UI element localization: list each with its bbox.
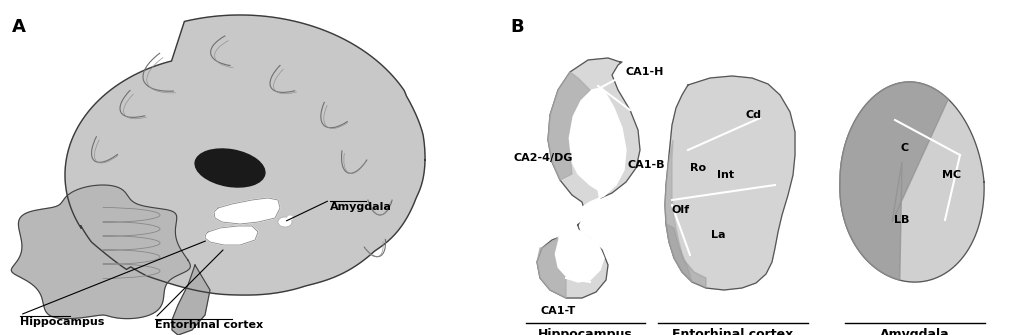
Text: CA1-T: CA1-T (540, 306, 576, 316)
Polygon shape (665, 140, 692, 282)
Polygon shape (172, 265, 210, 335)
Text: B: B (510, 18, 523, 36)
Text: LB: LB (894, 215, 910, 225)
Polygon shape (205, 226, 258, 245)
Polygon shape (840, 82, 984, 282)
Text: Ro: Ro (690, 163, 706, 173)
Polygon shape (666, 224, 706, 288)
Polygon shape (840, 82, 948, 280)
Text: Hippocampus: Hippocampus (20, 317, 104, 327)
Text: CA1-B: CA1-B (628, 160, 666, 170)
Text: Amygdala: Amygdala (880, 328, 949, 335)
Polygon shape (554, 88, 626, 282)
Text: Int: Int (717, 170, 734, 180)
Text: C: C (901, 143, 909, 153)
Ellipse shape (194, 148, 266, 188)
Text: Olf: Olf (672, 205, 690, 215)
Polygon shape (548, 72, 590, 180)
Text: CA2-4/DG: CA2-4/DG (513, 153, 573, 163)
Text: A: A (12, 18, 26, 36)
Polygon shape (537, 238, 566, 298)
Text: Entorhinal cortex: Entorhinal cortex (673, 328, 794, 335)
Ellipse shape (278, 217, 292, 227)
Text: La: La (711, 230, 725, 240)
Polygon shape (11, 185, 190, 319)
Text: Entorhinal cortex: Entorhinal cortex (155, 320, 264, 330)
Text: Cd: Cd (746, 110, 762, 120)
Text: Hippocampus: Hippocampus (537, 328, 632, 335)
Polygon shape (214, 198, 280, 224)
Polygon shape (665, 76, 795, 290)
Text: CA1-H: CA1-H (626, 67, 665, 77)
Text: MC: MC (942, 170, 962, 180)
Ellipse shape (287, 215, 293, 220)
Text: Amygdala: Amygdala (330, 202, 392, 212)
Polygon shape (537, 58, 640, 298)
Polygon shape (65, 15, 425, 295)
